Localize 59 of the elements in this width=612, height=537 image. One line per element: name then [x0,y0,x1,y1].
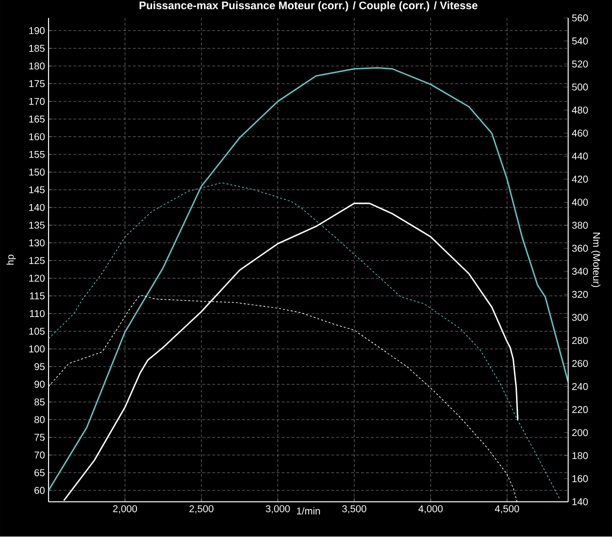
y2-tick-label: 260 [572,360,588,368]
y-tick-label: 90 [34,381,45,388]
y-tick-label: 150 [29,168,45,176]
y-tick-label: 60 [34,487,45,494]
y-tick-label: 190 [29,27,45,34]
y2-tick-label: 380 [572,222,588,229]
y2-tick-label: 440 [572,152,588,160]
y-tick-label: 95 [34,363,45,370]
y2-tick-label: 460 [572,130,588,137]
y-tick-label: 180 [29,62,45,70]
y-tick-label: 115 [30,292,45,300]
y2-tick-label: 200 [572,429,588,436]
x-tick-label: 3,500 [342,505,366,514]
y2-axis-title: Nm (Moteur) [591,233,600,288]
x-axis-title: 1/min [297,507,320,515]
y2-tick-label: 480 [572,106,588,114]
x-tick-label: 2,500 [189,505,214,514]
y2-tick-label: 400 [572,198,588,206]
x-tick-label: 4,000 [418,505,443,514]
y-tick-label: 160 [29,133,45,140]
y2-tick-label: 220 [572,406,588,414]
y2-tick-label: 520 [572,60,588,68]
y2-tick-label: 240 [572,383,588,390]
y-tick-label: 85 [34,398,45,406]
y2-tick-label: 280 [572,337,588,344]
y2-tick-label: 160 [572,475,588,482]
y2-tick-label: 420 [572,176,588,183]
y-tick-label: 155 [29,151,45,158]
y-tick-label: 135 [29,222,45,229]
y-tick-label: 75 [34,434,45,442]
y-tick-label: 110 [30,310,45,318]
y-tick-label: 125 [29,257,45,264]
x-tick-label: 3,000 [266,505,290,514]
x-tick-label: 2,000 [113,505,137,514]
y-tick-label: 70 [34,452,45,459]
y2-tick-label: 320 [572,291,588,298]
y-tick-label: 100 [29,346,45,353]
y-tick-label: 105 [29,328,45,335]
y-axis-title: hp [6,254,16,265]
y-tick-label: 140 [29,204,45,212]
y-tick-label: 120 [29,274,45,282]
y2-tick-label: 140 [572,498,588,506]
y-tick-label: 165 [29,116,45,123]
y2-tick-label: 500 [572,84,588,91]
y2-tick-label: 540 [572,38,588,45]
chart-title: Puissance-max Puissance Moteur (corr.) / Couple (corr.) / Vitesse [140,1,478,12]
y-tick-label: 130 [29,240,45,247]
y-tick-label: 170 [29,98,45,106]
y2-tick-label: 340 [572,268,588,276]
x-tick-label: 4,500 [494,505,520,514]
y-tick-label: 65 [34,469,45,476]
y-tick-label: 175 [29,80,45,88]
y-tick-label: 185 [29,45,45,52]
y2-tick-label: 180 [572,452,588,460]
y-tick-label: 145 [29,186,45,194]
y2-tick-label: 300 [572,314,588,322]
y2-tick-label: 560 [572,14,588,22]
y2-tick-label: 360 [572,245,588,252]
y-tick-label: 80 [34,416,45,424]
